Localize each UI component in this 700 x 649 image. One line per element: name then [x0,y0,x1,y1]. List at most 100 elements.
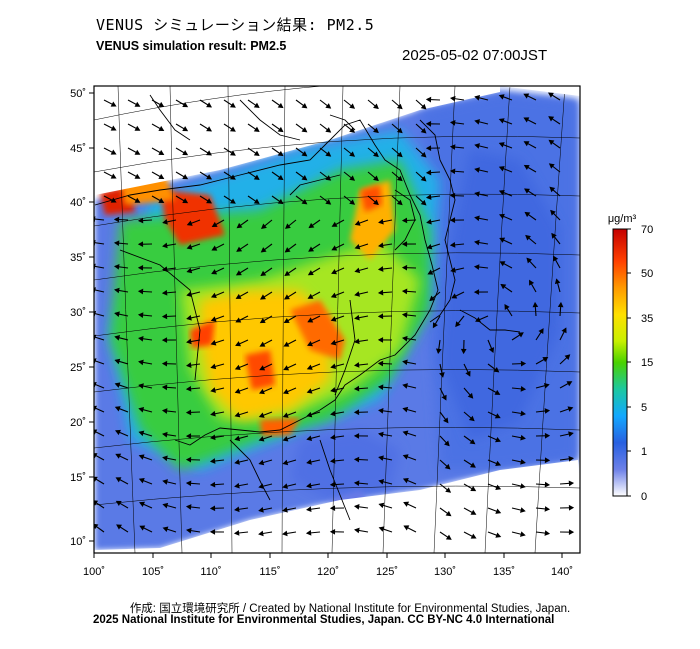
wind-arrowhead [553,255,559,262]
wind-arrowhead [211,269,218,275]
wind-arrowhead [353,456,360,463]
wind-arrowhead [495,532,502,538]
latitude-labels: 50˚ 45˚ 40˚ 35˚ 30˚ 25˚ 20˚ 15˚ 10˚ [70,88,86,548]
wind-arrowhead [568,504,575,511]
wind-arrowhead [229,198,236,204]
wind-arrowhead [134,125,141,131]
wind-arrowhead [114,382,121,388]
wind-arrowhead [234,459,240,465]
wind-arrowhead [435,348,442,355]
wind-arrowhead [114,311,120,317]
wind-arrowhead [427,269,434,275]
wind-arrowhead [449,144,456,150]
wind-arrowhead [402,335,408,342]
wind-arrowhead [277,102,284,109]
wind-arrowhead [306,364,313,370]
wind-arrowhead [451,293,458,299]
wind-arrowhead [306,388,313,394]
wind-arrowhead [373,127,379,134]
wind-arrowhead [137,288,144,295]
wind-arrowhead [134,149,141,155]
wind-arrowhead [544,408,551,414]
wind-arrowhead [233,530,240,536]
wind-arrowhead [568,431,574,437]
wind-arrowhead [449,120,456,126]
wind-arrowhead [158,101,165,107]
wind-arrowhead [110,173,117,179]
wind-arrowhead [425,145,432,152]
wind-arrowhead [235,293,242,299]
wind-arrowhead [396,127,403,134]
wind-arrowhead [329,505,336,512]
wind-arrowhead [161,337,168,343]
wind-arrowhead [138,383,144,389]
wind-arrowhead [285,223,291,229]
wind-arrowhead [349,127,356,133]
wind-arrowhead [330,363,337,370]
wind-arrowhead [258,388,265,395]
wind-arrowhead [354,527,360,534]
lat-label: 20˚ [70,417,86,429]
wind-arrowhead [473,264,480,270]
title-japanese: VENUS シミュレーション結果: PM2.5 [96,16,375,34]
wind-arrowhead [557,301,564,308]
wind-arrowhead [495,460,502,467]
wind-arrowhead [425,169,432,176]
wind-arrowhead [261,223,267,229]
wind-arrowhead [258,459,265,466]
lat-label: 15˚ [70,472,86,484]
wind-arrowhead [229,126,236,132]
wind-arrowhead [259,318,266,324]
wind-arrow [94,335,105,341]
wind-arrowhead [253,198,260,204]
wind-arrowhead [373,175,379,182]
wind-arrow [94,312,105,317]
license-line: 2025 National Institute for Environmenta… [93,614,555,626]
wind-arrowhead [94,453,98,459]
wind-arrowhead [548,139,555,146]
wind-arrowhead [474,119,481,125]
wind-arrowhead [520,410,526,417]
wind-arrowhead [325,103,332,109]
wind-arrowhead [331,269,337,275]
wind-arrowhead [498,142,505,148]
wind-arrowhead [377,313,384,320]
wind-arrowhead [429,295,436,302]
wind-arrowhead [325,127,332,133]
wind-arrowhead [283,365,290,371]
wind-arrowhead [110,101,117,107]
wind-arrowhead [353,504,360,510]
wind-arrowhead [373,103,379,110]
wind-arrowhead [182,102,189,108]
wind-arrowhead [349,199,356,205]
colorbar-label: 15 [641,357,653,369]
wind-arrowhead [445,510,452,517]
wind-arrowhead [474,95,481,101]
wind-arrowhead [354,244,361,250]
wind-arrowhead [330,410,336,417]
wind-arrowhead [234,388,241,394]
wind-arrowhead [161,313,168,320]
wind-arrowhead [114,287,120,294]
wind-arrowhead [544,506,551,512]
wind-arrowhead [420,199,427,206]
wind-arrowhead [306,411,313,418]
wind-arrowhead [253,150,260,156]
wind-arrowhead [378,455,384,461]
wind-arrowhead [474,191,480,197]
wind-arrowhead [186,244,193,250]
wind-arrowhead [330,339,337,346]
wind-arrow [94,359,105,365]
wind-arrowhead [282,483,288,489]
wind-arrowhead [260,294,266,300]
wind-arrowhead [162,242,168,249]
axis-ticks [89,92,563,558]
wind-arrowhead [425,194,432,200]
lon-label: 110˚ [200,566,221,578]
wind-arrowhead [544,530,551,536]
wind-arrowhead [353,433,360,439]
wind-arrowhead [520,386,527,392]
wind-arrowhead [520,483,526,489]
wind-arrowhead [520,459,526,465]
wind-arrowhead [185,504,192,510]
